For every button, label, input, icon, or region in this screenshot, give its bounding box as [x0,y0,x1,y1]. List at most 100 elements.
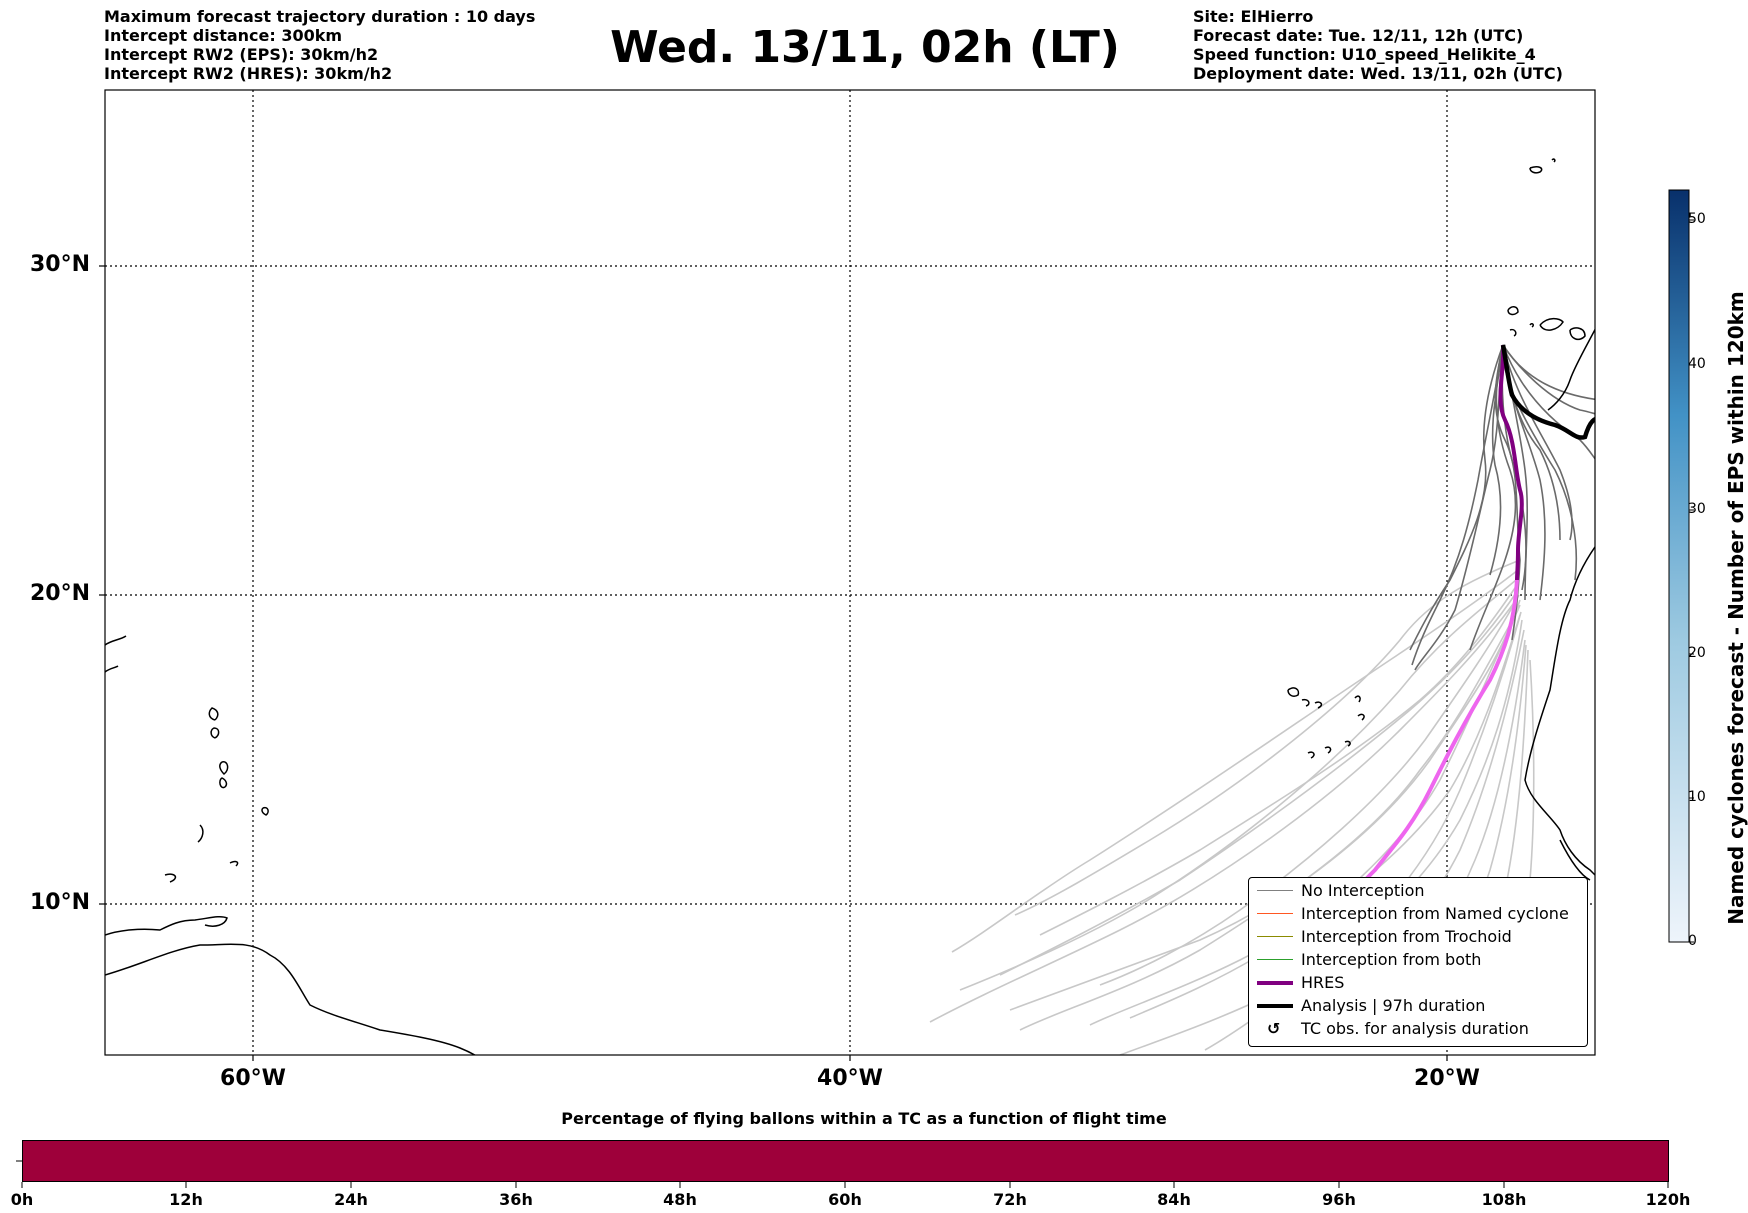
flight-bar-tick-label: 60h [828,1190,862,1209]
eps-track [1099,594,1520,986]
eps-track [1489,344,1504,576]
africa-coast [1547,328,1595,411]
antilles [197,824,204,843]
antilles [229,860,239,867]
cape-verde [1287,687,1300,697]
colorbar-tick: 10 [1688,789,1706,805]
legend-item-no-interception: No Interception [1249,880,1587,902]
cape-verde [1307,751,1315,759]
legend-label: Interception from Trochoid [1301,927,1512,946]
legend-line-black [1257,1004,1293,1008]
colorbar-label: Named cyclones forecast - Number of EPS … [1724,291,1748,925]
flight-bar-tick-label: 24h [334,1190,368,1209]
hres-track-later [1343,579,1519,907]
lat-label-10: 10°N [29,890,90,915]
lon-label-40: 40°W [817,1066,883,1091]
flight-bar-ticks [16,1160,1669,1188]
colorbar-tick: 40 [1688,356,1706,372]
eps-track [951,569,1519,953]
antilles [219,777,228,789]
eps-track [1414,344,1504,671]
flight-bar-tick-label: 12h [169,1190,203,1209]
eps-track [1009,599,1521,1011]
page-title: Wed. 13/11, 02h (LT) [0,22,1748,74]
canary-islands [1507,306,1519,316]
eps-track [999,589,1519,976]
title-text: Wed. 13/11, 02h (LT) [610,22,1120,73]
eps-track [929,599,1517,1023]
legend-line-orange [1257,913,1293,914]
madeira [1529,166,1543,174]
canary-islands [1529,323,1534,328]
legend-item-analysis: Analysis | 97h duration [1249,995,1587,1017]
legend-item-hres: HRES [1249,972,1587,994]
eps-track [1469,344,1517,651]
legend-label: Analysis | 97h duration [1301,996,1486,1015]
antilles [261,806,269,816]
eps-track [1409,344,1504,651]
colorbar-tick: 0 [1688,933,1697,949]
africa-coast [1524,545,1595,877]
lon-label-20: 20°W [1414,1066,1480,1091]
eps-track [1014,559,1521,916]
header-right-line: Deployment date: Wed. 13/11, 02h (UTC) [1193,64,1563,83]
header-left: Maximum forecast trajectory duration : 1… [104,7,535,83]
eps-track [1502,344,1595,401]
cape-verde [1314,701,1323,709]
tc-obs-icon: ↺ [1267,1019,1281,1038]
header-left-line: Maximum forecast trajectory duration : 1… [104,7,536,26]
map-legend: No Interception Interception from Named … [1248,877,1588,1047]
header-left-line: Intercept RW2 (HRES): 30km/h2 [104,64,393,83]
legend-item-named-cyclone: Interception from Named cyclone [1249,903,1587,925]
flight-bar-tick-label: 120h [1645,1190,1691,1209]
flight-bar-tick-label: 84h [1157,1190,1191,1209]
caribbean-coast [105,943,477,1055]
legend-item-both: Interception from both [1249,949,1587,971]
cape-verde [1354,695,1361,703]
legend-label: Interception from Named cyclone [1301,904,1569,923]
eps-track [959,579,1517,991]
header-left-line: Intercept RW2 (EPS): 30km/h2 [104,45,379,64]
antilles [208,707,219,721]
cape-verde [1324,746,1332,754]
cape-verde [1344,740,1351,747]
colorbar-tick: 50 [1688,211,1706,227]
analysis-track [1500,344,1595,440]
cape-verde [1357,713,1365,721]
legend-label: HRES [1301,973,1345,992]
flight-bar-tick-label: 0h [10,1190,34,1209]
header-right-line: Speed function: U10_speed_Helikite_4 [1193,45,1536,64]
legend-label: TC obs. for analysis duration [1301,1019,1529,1038]
antilles [210,727,220,739]
legend-line-olive [1257,936,1293,937]
flight-bar-tick-label: 96h [1322,1190,1356,1209]
hres-track [1498,344,1524,581]
flight-bar-tick-label: 36h [499,1190,533,1209]
header-right-line: Site: ElHierro [1193,7,1314,26]
antilles [219,761,229,775]
header-right-line: Forecast date: Tue. 12/11, 12h (UTC) [1193,26,1524,45]
flight-bar [22,1140,1669,1182]
eps-track [1411,344,1504,666]
flight-bar-title: Percentage of flying ballons within a TC… [561,1109,1167,1128]
legend-line-green [1257,959,1293,960]
legend-line-grey [1257,890,1293,891]
canary-islands [1569,327,1586,341]
header-right: Site: ElHierro Forecast date: Tue. 12/11… [1193,7,1563,83]
legend-line-purple [1257,981,1293,985]
flight-bar-tick-label: 108h [1481,1190,1527,1209]
legend-item-trochoid: Interception from Trochoid [1249,926,1587,948]
legend-item-tc-obs: ↺ TC obs. for analysis duration [1249,1018,1587,1040]
antilles [105,635,127,646]
legend-label: No Interception [1301,881,1425,900]
colorbar-tick: 20 [1688,645,1706,661]
flight-bar-tick-label: 72h [993,1190,1027,1209]
canary-islands [1509,328,1517,337]
africa-coast [1559,839,1591,881]
colorbar-tick: 30 [1688,501,1706,517]
flight-bar-tick-label: 48h [663,1190,697,1209]
antilles [164,873,177,883]
lon-label-60: 60°W [220,1066,286,1091]
trinidad-coast [105,916,228,936]
